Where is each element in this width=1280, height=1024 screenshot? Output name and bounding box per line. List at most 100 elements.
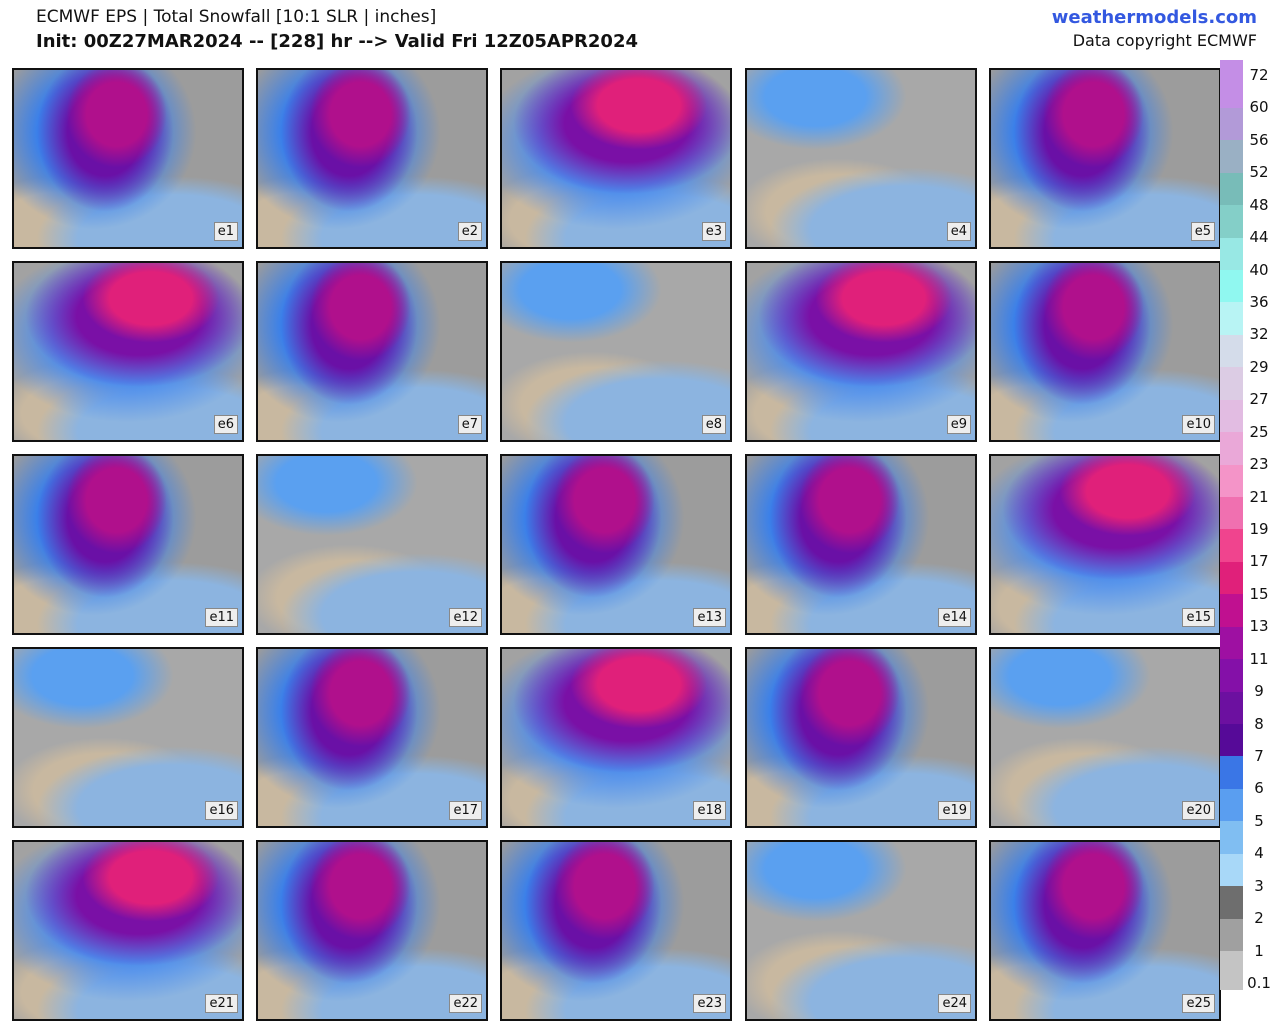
- colorbar-segment: [1220, 107, 1243, 141]
- colorbar-segment: [1220, 788, 1243, 822]
- colorbar-segment: [1220, 399, 1243, 433]
- map-panel: e22: [256, 840, 488, 1021]
- colorbar-label: 17: [1249, 552, 1269, 571]
- colorbar-segment: [1220, 658, 1243, 692]
- colorbar-segment: [1220, 853, 1243, 887]
- map-panel: e14: [745, 454, 977, 635]
- colorbar-segment: [1220, 723, 1243, 757]
- colorbar-segment: [1220, 626, 1243, 660]
- member-label: e8: [701, 415, 726, 434]
- member-label: e15: [1182, 608, 1215, 627]
- colorbar-segment: [1220, 172, 1243, 206]
- map-panel: e13: [500, 454, 732, 635]
- subtitle: Init: 00Z27MAR2024 -- [228] hr --> Valid…: [36, 31, 638, 52]
- map-panel: e9: [745, 261, 977, 442]
- colorbar-label: 32: [1249, 325, 1269, 344]
- colorbar-segment: [1220, 885, 1243, 919]
- colorbar-segment: [1220, 334, 1243, 368]
- colorbar-segment: [1220, 691, 1243, 725]
- member-label: e5: [1190, 222, 1215, 241]
- map-panel: e17: [256, 647, 488, 828]
- map-panel: e15: [989, 454, 1221, 635]
- colorbar-label: 44: [1249, 228, 1269, 247]
- map-panel: e1: [12, 68, 244, 249]
- map-panel: e20: [989, 647, 1221, 828]
- member-label: e1: [213, 222, 238, 241]
- member-label: e25: [1182, 994, 1215, 1013]
- colorbar-segment: [1220, 204, 1243, 238]
- colorbar-base: [1220, 983, 1243, 990]
- member-label: e3: [701, 222, 726, 241]
- colorbar-label: 27: [1249, 390, 1269, 409]
- title: ECMWF EPS | Total Snowfall [10:1 SLR | i…: [36, 7, 437, 27]
- colorbar-segment: [1220, 269, 1243, 303]
- map-panel: e24: [745, 840, 977, 1021]
- map-panel: e10: [989, 261, 1221, 442]
- map-panel: e25: [989, 840, 1221, 1021]
- site: weathermodels.com: [1051, 7, 1257, 28]
- colorbar-label: 25: [1249, 422, 1269, 441]
- colorbar-segment: [1220, 496, 1243, 530]
- colorbar-label: 23: [1249, 455, 1269, 474]
- colorbar-label: 0.1: [1247, 974, 1271, 992]
- colorbar-label: 6: [1254, 779, 1264, 798]
- colorbar-segment: [1220, 918, 1243, 952]
- member-label: e24: [938, 994, 971, 1013]
- colorbar-label: 3: [1254, 876, 1264, 895]
- colorbar-segment: [1220, 950, 1243, 984]
- member-label: e19: [938, 801, 971, 820]
- colorbar-segment: [1220, 529, 1243, 562]
- member-label: e18: [693, 801, 726, 820]
- map-panel: e16: [12, 647, 244, 828]
- colorbar-label: 19: [1249, 520, 1269, 538]
- map-panel: e18: [500, 647, 732, 828]
- colorbar-segment: [1220, 820, 1243, 854]
- member-label: e23: [693, 994, 726, 1013]
- colorbar-label: 1: [1254, 941, 1264, 960]
- colorbar-segment: [1220, 464, 1243, 498]
- member-label: e12: [449, 608, 482, 627]
- member-label: e7: [457, 415, 482, 434]
- colorbar-label: 72: [1249, 66, 1269, 84]
- member-label: e11: [205, 608, 238, 627]
- colorbar-label: 36: [1249, 293, 1269, 311]
- member-label: e2: [457, 222, 482, 241]
- colorbar-label: 60: [1249, 98, 1269, 117]
- map-panel: e21: [12, 840, 244, 1021]
- member-label: e14: [938, 608, 971, 627]
- colorbar-segment: [1220, 756, 1243, 789]
- colorbar-label: 2: [1254, 909, 1264, 928]
- map-panel: e3: [500, 68, 732, 249]
- member-label: e17: [449, 801, 482, 820]
- colorbar-segment: [1220, 139, 1243, 173]
- colorbar-label: 4: [1254, 844, 1264, 863]
- colorbar-label: 7: [1254, 747, 1264, 765]
- colorbar-label: 5: [1254, 811, 1264, 830]
- colorbar-label: 56: [1249, 130, 1269, 149]
- colorbar-segment: [1220, 75, 1243, 108]
- map-panel: e19: [745, 647, 977, 828]
- colorbar-label: 9: [1254, 682, 1264, 701]
- map-panel: e8: [500, 261, 732, 442]
- colorbar-label: 21: [1249, 487, 1269, 506]
- map-panel: e11: [12, 454, 244, 635]
- member-label: e20: [1182, 801, 1215, 820]
- colorbar-segment: [1220, 561, 1243, 595]
- copyright: Data copyright ECMWF: [1072, 31, 1257, 50]
- colorbar-segment: [1220, 431, 1243, 465]
- member-label: e16: [205, 801, 238, 820]
- member-label: e21: [205, 994, 238, 1013]
- colorbar-segment: [1220, 593, 1243, 627]
- colorbar-label: 29: [1249, 357, 1269, 376]
- map-panel: e4: [745, 68, 977, 249]
- colorbar-label: 52: [1249, 163, 1269, 182]
- member-label: e22: [449, 994, 482, 1013]
- colorbar-segment: [1220, 302, 1243, 335]
- colorbar-segment: [1220, 237, 1243, 271]
- colorbar-label: 48: [1249, 195, 1269, 214]
- colorbar-label: 13: [1249, 617, 1269, 636]
- member-label: e4: [946, 222, 971, 241]
- map-panel: e2: [256, 68, 488, 249]
- colorbar-segment: [1220, 366, 1243, 400]
